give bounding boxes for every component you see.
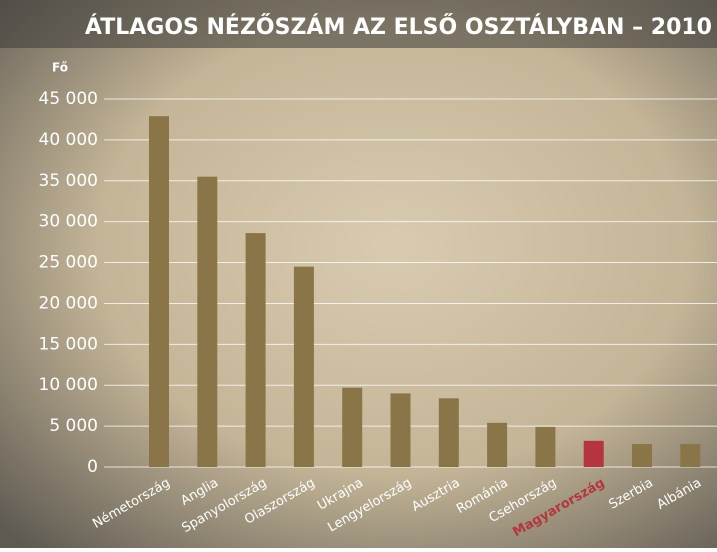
y-axis-label: Fő xyxy=(52,61,68,75)
bar xyxy=(245,233,266,467)
y-tick-label: 45 000 xyxy=(39,89,98,109)
title-band xyxy=(0,0,717,48)
bar xyxy=(487,422,508,467)
y-tick-label: 15 000 xyxy=(39,334,98,354)
chart-title: ÁTLAGOS NÉZŐSZÁM AZ ELSŐ OSZTÁLYBAN – 20… xyxy=(85,14,712,40)
y-tick-label: 25 000 xyxy=(39,253,98,273)
bar xyxy=(583,440,604,467)
bar xyxy=(680,444,701,467)
y-tick-label: 5 000 xyxy=(49,416,98,436)
bar xyxy=(293,266,314,467)
bar xyxy=(438,398,459,467)
y-tick-label: 10 000 xyxy=(39,375,98,395)
bar xyxy=(390,393,411,467)
bar xyxy=(632,444,652,467)
y-tick-label: 0 xyxy=(87,457,98,477)
y-tick-label: 40 000 xyxy=(39,130,98,150)
bar xyxy=(535,426,556,467)
y-tick-label: 35 000 xyxy=(39,171,98,191)
bar xyxy=(342,387,363,467)
bar xyxy=(149,116,169,467)
y-tick-label: 30 000 xyxy=(39,212,98,232)
bar xyxy=(197,176,218,467)
y-tick-label: 20 000 xyxy=(39,293,98,313)
